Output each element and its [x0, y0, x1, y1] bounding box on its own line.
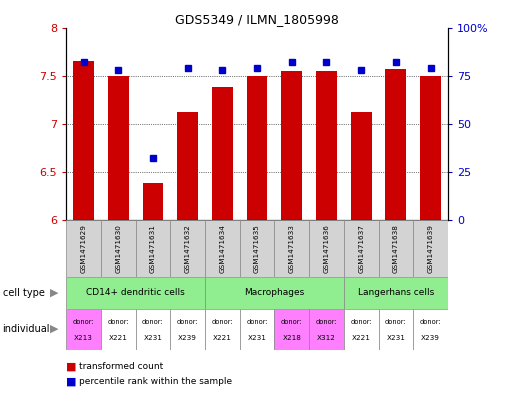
Bar [344, 220, 379, 277]
Text: donor:: donor: [142, 319, 164, 325]
Bar [309, 220, 344, 277]
Bar [101, 309, 135, 350]
Text: cell type: cell type [3, 288, 44, 298]
Text: GSM1471631: GSM1471631 [150, 224, 156, 273]
Bar [379, 220, 413, 277]
Bar [108, 75, 129, 220]
Text: X213: X213 [74, 335, 93, 341]
Bar [101, 220, 135, 277]
Text: Macrophages: Macrophages [244, 288, 304, 297]
Text: X231: X231 [247, 335, 267, 341]
Bar [309, 309, 344, 350]
Text: donor:: donor: [316, 319, 337, 325]
Text: X221: X221 [109, 335, 128, 341]
Text: CD14+ dendritic cells: CD14+ dendritic cells [86, 288, 185, 297]
Text: donor:: donor: [73, 319, 94, 325]
Text: percentile rank within the sample: percentile rank within the sample [79, 377, 232, 386]
Text: X221: X221 [352, 335, 371, 341]
Text: GSM1471632: GSM1471632 [185, 224, 191, 273]
Bar [66, 220, 101, 277]
Bar [316, 71, 337, 220]
Bar [171, 309, 205, 350]
Text: GSM1471636: GSM1471636 [323, 224, 329, 273]
Text: X231: X231 [386, 335, 405, 341]
Title: GDS5349 / ILMN_1805998: GDS5349 / ILMN_1805998 [175, 13, 339, 26]
Bar [281, 71, 302, 220]
Bar [135, 220, 171, 277]
Text: X218: X218 [282, 335, 301, 341]
Text: donor:: donor: [212, 319, 233, 325]
Text: X239: X239 [421, 335, 440, 341]
Bar [351, 112, 372, 220]
Text: X231: X231 [144, 335, 162, 341]
Text: ▶: ▶ [50, 324, 59, 334]
Bar [240, 220, 274, 277]
Bar [274, 220, 309, 277]
Text: GSM1471634: GSM1471634 [219, 224, 225, 273]
Text: donor:: donor: [177, 319, 199, 325]
Text: donor:: donor: [246, 319, 268, 325]
Bar [135, 309, 171, 350]
Bar [379, 309, 413, 350]
Bar [212, 87, 233, 220]
Text: individual: individual [3, 324, 50, 334]
Bar [205, 277, 344, 309]
Text: GSM1471633: GSM1471633 [289, 224, 295, 273]
Bar [205, 220, 240, 277]
Bar [420, 75, 441, 220]
Text: ■: ■ [66, 361, 77, 371]
Text: ▶: ▶ [50, 288, 59, 298]
Text: ■: ■ [66, 376, 77, 386]
Text: GSM1471630: GSM1471630 [115, 224, 121, 273]
Text: X239: X239 [178, 335, 197, 341]
Text: GSM1471629: GSM1471629 [80, 224, 87, 273]
Text: transformed count: transformed count [79, 362, 163, 371]
Bar [171, 220, 205, 277]
Text: GSM1471637: GSM1471637 [358, 224, 364, 273]
Bar [274, 309, 309, 350]
Bar [205, 309, 240, 350]
Bar [66, 277, 205, 309]
Text: Langerhans cells: Langerhans cells [358, 288, 434, 297]
Text: GSM1471638: GSM1471638 [393, 224, 399, 273]
Text: X221: X221 [213, 335, 232, 341]
Text: donor:: donor: [350, 319, 372, 325]
Bar [247, 75, 267, 220]
Text: GSM1471639: GSM1471639 [428, 224, 434, 273]
Bar [66, 309, 101, 350]
Bar [413, 309, 448, 350]
Text: donor:: donor: [420, 319, 441, 325]
Bar [344, 309, 379, 350]
Text: donor:: donor: [281, 319, 302, 325]
Bar [413, 220, 448, 277]
Text: GSM1471635: GSM1471635 [254, 224, 260, 273]
Bar [143, 184, 163, 220]
Text: X312: X312 [317, 335, 336, 341]
Bar [344, 277, 448, 309]
Bar [177, 112, 198, 220]
Bar [240, 309, 274, 350]
Text: donor:: donor: [385, 319, 407, 325]
Bar [73, 61, 94, 220]
Bar [385, 69, 406, 220]
Text: donor:: donor: [107, 319, 129, 325]
